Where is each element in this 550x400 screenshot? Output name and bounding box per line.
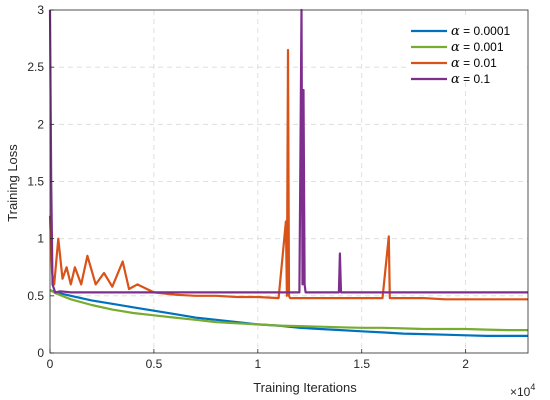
- legend-entry-1: α = 0.0001: [451, 24, 510, 39]
- x-tick-label: 0.5: [146, 357, 163, 371]
- legend-entry-4: α = 0.1: [451, 72, 490, 87]
- y-tick-label: 1.5: [27, 175, 44, 189]
- y-tick-label: 2: [37, 117, 44, 131]
- y-tick-label: 3: [37, 3, 44, 17]
- y-tick-label: 1: [37, 232, 44, 246]
- x-axis-exponent: ×104: [510, 382, 535, 399]
- x-tick-label: 0: [47, 357, 54, 371]
- x-tick-label: 1: [254, 357, 261, 371]
- x-tick-label: 2: [462, 357, 469, 371]
- legend-entry-3: α = 0.01: [451, 56, 497, 71]
- y-axis-label: Training Loss: [5, 144, 20, 222]
- legend-box: [406, 18, 526, 82]
- series-line-2: [49, 289, 528, 332]
- y-tick-label: 0.5: [27, 289, 44, 303]
- series-line-3: [48, 48, 528, 301]
- legend-entry-2: α = 0.001: [451, 40, 504, 55]
- x-axis-ticks: 0 0.5 1 1.5 2: [47, 349, 469, 371]
- x-axis-label: Training Iterations: [253, 380, 357, 395]
- y-tick-label: 2.5: [27, 60, 44, 74]
- y-tick-label: 0: [37, 346, 44, 360]
- y-axis-ticks: 0 0.5 1 1.5 2 2.5 3: [27, 3, 54, 360]
- x-tick-label: 1.5: [353, 357, 370, 371]
